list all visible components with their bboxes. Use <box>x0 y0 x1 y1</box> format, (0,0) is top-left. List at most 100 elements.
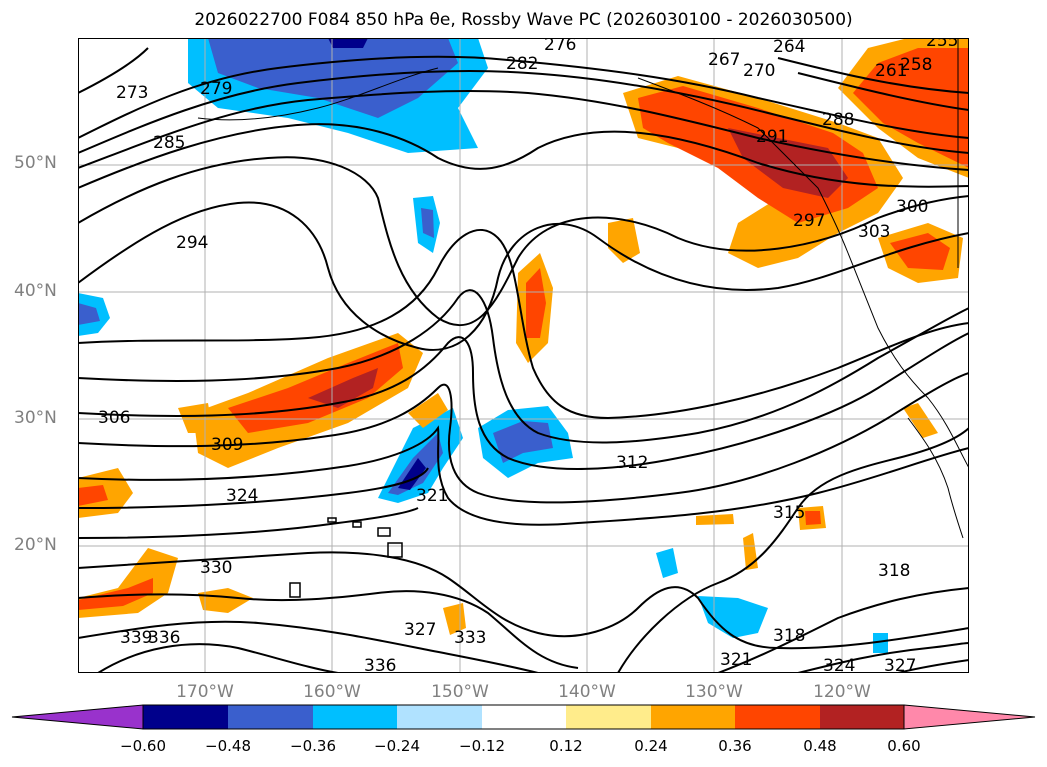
colorbar-tick: −0.60 <box>120 737 166 755</box>
colorbar <box>11 704 1036 730</box>
colorbar-extend-over <box>903 704 1036 730</box>
contour-line <box>78 289 969 444</box>
contour-label: 315 <box>773 503 805 523</box>
colorbar-outline <box>142 704 905 730</box>
contour-line <box>617 427 969 673</box>
coastline <box>637 77 969 469</box>
positive-anomaly-region <box>198 588 253 613</box>
lat-label: 50°N <box>14 153 57 173</box>
map-canvas: 276 264 273 267 270 255 282 261 258 279 … <box>78 38 969 673</box>
lon-label: 170°W <box>176 682 234 702</box>
contour-label: 336 <box>148 628 180 648</box>
positive-anomaly-region <box>608 218 640 263</box>
positive-anomaly-region <box>728 128 848 198</box>
colorbar-tick: 0.48 <box>803 737 837 755</box>
graticule <box>78 38 969 673</box>
contour-label: 273 <box>116 83 148 103</box>
contour-label: 333 <box>454 628 486 648</box>
contour-label: 318 <box>878 561 910 581</box>
contour-line <box>797 642 969 673</box>
contour-label: 267 <box>708 50 740 70</box>
contour-label: 261 <box>875 61 907 81</box>
contour-line <box>777 57 969 94</box>
contour-line <box>897 659 969 673</box>
positive-anomaly-region <box>228 343 403 433</box>
positive-anomaly-region <box>78 485 108 506</box>
contour-label: 306 <box>98 408 130 428</box>
positive-anomaly-region <box>890 233 950 270</box>
contour-line <box>78 47 149 94</box>
contour-label: 324 <box>226 486 258 506</box>
contour-label: 276 <box>544 38 576 55</box>
contour-line <box>78 123 969 189</box>
contour-label: 297 <box>793 211 825 231</box>
negative-anomaly-region <box>493 421 553 463</box>
colorbar-segment <box>397 705 482 729</box>
contour-line <box>78 620 539 673</box>
negative-anomaly-region <box>328 38 368 48</box>
contour-label: 336 <box>364 656 396 673</box>
island <box>289 582 301 598</box>
contour-label: 291 <box>756 127 788 147</box>
positive-anomaly-region <box>853 48 969 168</box>
contour-label: 270 <box>743 61 775 81</box>
contour-line <box>78 372 969 504</box>
contour-label: 288 <box>822 110 854 130</box>
positive-anomaly-region <box>78 578 153 610</box>
island <box>387 542 403 558</box>
contour-line <box>78 467 429 509</box>
contour-label: 327 <box>404 620 436 640</box>
island <box>352 521 362 528</box>
colorbar-segment <box>482 705 566 729</box>
colorbar-segment <box>228 705 313 729</box>
contour-line <box>797 72 969 111</box>
colorbar-tick: −0.12 <box>459 737 505 755</box>
contour-label: 285 <box>153 133 185 153</box>
lon-label: 120°W <box>813 682 871 702</box>
lon-label: 130°W <box>685 682 743 702</box>
colorbar-extend-under <box>11 704 144 730</box>
contour-label: 321 <box>720 650 752 670</box>
contour-line <box>78 590 579 669</box>
positive-anomaly-region <box>805 511 821 525</box>
theta-e-contours <box>78 47 969 673</box>
colorbar-tick: −0.36 <box>290 737 336 755</box>
contour-line <box>78 507 419 539</box>
map-panel[interactable]: 276 264 273 267 270 255 282 261 258 279 … <box>78 38 969 673</box>
contour-line <box>78 228 969 420</box>
colorbar-segment <box>313 705 397 729</box>
contour-label: 318 <box>773 626 805 646</box>
contour-line <box>78 332 969 470</box>
colorbar-tick: 0.36 <box>718 737 752 755</box>
contour-label: 327 <box>884 656 916 673</box>
contour-label: 339 <box>120 628 152 648</box>
island <box>377 527 391 537</box>
contour-line <box>78 201 969 351</box>
positive-anomaly-region <box>903 403 938 438</box>
negative-anomaly-region <box>656 548 678 578</box>
positive-anomaly-region <box>178 403 213 433</box>
colorbar-segment <box>566 705 651 729</box>
lat-label: 40°N <box>14 281 57 301</box>
positive-anomaly-region <box>308 368 378 408</box>
negative-anomaly-region <box>873 633 888 653</box>
colorbar-tick: −0.24 <box>374 737 420 755</box>
colorbar-segment <box>143 705 228 729</box>
contour-label: 255 <box>926 38 958 51</box>
coastline <box>197 67 439 121</box>
colorbar-tick: 0.24 <box>634 737 668 755</box>
contour-label: 324 <box>823 656 855 673</box>
colorbar-tick: −0.48 <box>205 737 251 755</box>
positive-anomaly-region <box>696 514 734 525</box>
colorbar-tick: 0.12 <box>549 737 583 755</box>
lon-label: 140°W <box>558 682 616 702</box>
coastlines <box>197 38 969 539</box>
contour-line <box>78 55 969 139</box>
lon-label: 150°W <box>431 682 489 702</box>
island <box>327 517 337 523</box>
contour-label: 303 <box>858 222 890 242</box>
colorbar-tick: 0.60 <box>887 737 921 755</box>
contour-label: 312 <box>616 453 648 473</box>
contour-label: 279 <box>200 79 232 99</box>
hawaiian-islands <box>289 517 403 598</box>
